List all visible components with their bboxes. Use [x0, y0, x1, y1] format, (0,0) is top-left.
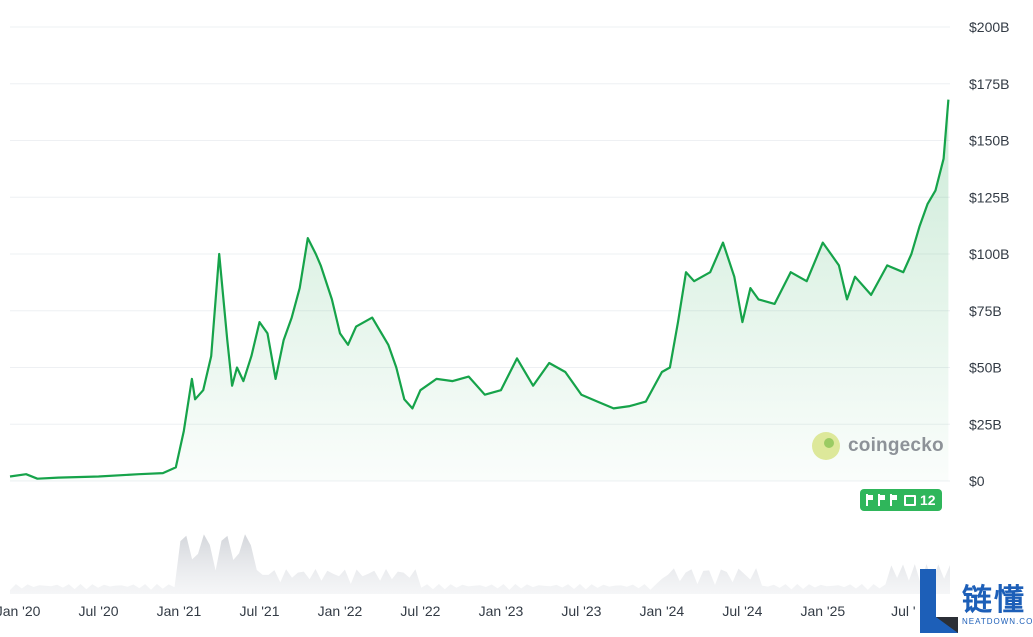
flag-icon — [890, 494, 898, 506]
newspaper-icon — [904, 494, 916, 506]
flag-icon — [866, 494, 874, 506]
x-tick-label: Jul '21 — [239, 603, 279, 619]
logo-text-en: NEATDOWN.COM — [962, 617, 1033, 626]
site-logo: 链懂 NEATDOWN.COM — [918, 567, 1033, 635]
x-tick-label: Jan '22 — [318, 603, 363, 619]
coingecko-watermark: coingecko — [812, 430, 944, 462]
y-tick-label: $175B — [969, 76, 1009, 92]
y-tick-label: $150B — [969, 133, 1009, 149]
volume-shape — [10, 534, 950, 594]
y-tick-label: $0 — [969, 473, 985, 489]
y-axis: $0 $25B $50B $75B $100B $125B $150B $175B $200B — [969, 19, 1009, 489]
price-line — [9, 99, 950, 480]
x-tick-label: Jul '23 — [561, 603, 601, 619]
x-tick-label: Jul ' — [891, 603, 915, 619]
gecko-icon — [812, 432, 840, 460]
y-tick-label: $200B — [969, 19, 1009, 35]
x-tick-label: Jan '25 — [800, 603, 845, 619]
x-tick-label: Jan '20 — [0, 603, 41, 619]
x-tick-label: Jan '21 — [157, 603, 202, 619]
x-tick-label: Jul '20 — [79, 603, 119, 619]
logo-text-cn: 链懂 — [962, 583, 1026, 618]
grid — [10, 26, 950, 482]
x-tick-label: Jul '24 — [722, 603, 762, 619]
news-badge[interactable]: 12 — [860, 489, 942, 511]
volume-area — [10, 534, 950, 594]
y-tick-label: $50B — [969, 360, 1002, 376]
y-tick-label: $125B — [969, 189, 1009, 205]
x-tick-label: Jul '22 — [400, 603, 440, 619]
flag-icon — [878, 494, 886, 506]
x-tick-label: Jan '23 — [479, 603, 524, 619]
news-count: 12 — [920, 492, 936, 508]
logo-mark-icon — [920, 569, 958, 633]
y-tick-label: $25B — [969, 416, 1002, 432]
x-axis: Jan '20 Jul '20 Jan '21 Jul '21 Jan '22 Jul '… — [0, 603, 916, 619]
x-tick-label: Jan '24 — [640, 603, 685, 619]
watermark-text: coingecko — [848, 435, 944, 456]
y-tick-label: $100B — [969, 246, 1009, 262]
y-tick-label: $75B — [969, 303, 1002, 319]
price-area — [10, 99, 949, 481]
